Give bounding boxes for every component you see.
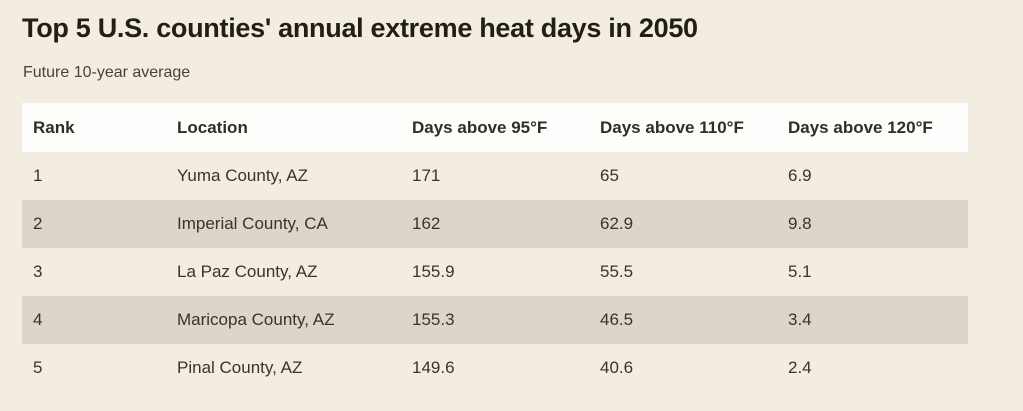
column-header-location: Location: [177, 117, 248, 137]
table-header-row: Rank Location Days above 95°F Days above…: [22, 103, 968, 152]
column-header-days-above-95f: Days above 95°F: [412, 117, 548, 137]
cell-location: Imperial County, CA: [177, 214, 328, 233]
cell-rank: 4: [33, 310, 43, 329]
cell-days-above-95f: 155.3: [412, 310, 455, 329]
cell-days-above-110f: 40.6: [600, 358, 634, 377]
cell-rank: 5: [33, 358, 43, 377]
column-header-days-above-110f: Days above 110°F: [600, 117, 744, 137]
cell-location: Pinal County, AZ: [177, 358, 303, 377]
cell-days-above-95f: 149.6: [412, 358, 455, 377]
cell-days-above-120f: 6.9: [788, 166, 812, 185]
cell-rank: 1: [33, 166, 43, 185]
cell-days-above-120f: 2.4: [788, 358, 812, 377]
cell-days-above-95f: 155.9: [412, 262, 455, 281]
cell-days-above-120f: 3.4: [788, 310, 812, 329]
page-title: Top 5 U.S. counties' annual extreme heat…: [22, 13, 698, 43]
cell-rank: 3: [33, 262, 43, 281]
table-row: 2 Imperial County, CA 162 62.9 9.8: [22, 200, 968, 248]
cell-location: Maricopa County, AZ: [177, 310, 335, 329]
cell-location: La Paz County, AZ: [177, 262, 318, 281]
cell-days-above-120f: 9.8: [788, 214, 812, 233]
table-row: 5 Pinal County, AZ 149.6 40.6 2.4: [22, 344, 968, 392]
cell-days-above-95f: 162: [412, 214, 441, 233]
cell-days-above-120f: 5.1: [788, 262, 812, 281]
cell-days-above-110f: 65: [600, 166, 619, 185]
table-row: 3 La Paz County, AZ 155.9 55.5 5.1: [22, 248, 968, 296]
heat-days-table: Rank Location Days above 95°F Days above…: [22, 103, 968, 392]
cell-days-above-110f: 62.9: [600, 214, 634, 233]
cell-location: Yuma County, AZ: [177, 166, 309, 185]
column-header-rank: Rank: [33, 117, 75, 137]
cell-rank: 2: [33, 214, 43, 233]
cell-days-above-95f: 171: [412, 166, 441, 185]
table-row: 1 Yuma County, AZ 171 65 6.9: [22, 152, 968, 200]
cell-days-above-110f: 46.5: [600, 310, 634, 329]
cell-days-above-110f: 55.5: [600, 262, 634, 281]
column-header-days-above-120f: Days above 120°F: [788, 117, 933, 137]
table-row: 4 Maricopa County, AZ 155.3 46.5 3.4: [22, 296, 968, 344]
page-subtitle: Future 10-year average: [23, 64, 191, 81]
